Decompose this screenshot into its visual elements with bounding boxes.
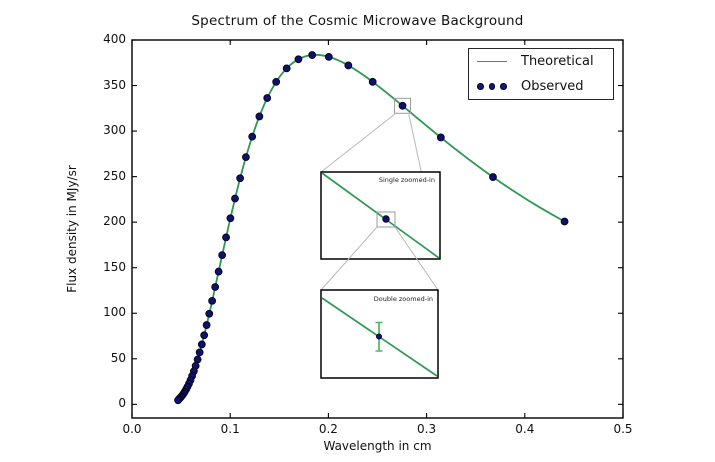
observed-point [324, 52, 333, 61]
connector-line [320, 226, 378, 291]
inset-single-curve [321, 172, 440, 259]
legend-dots-glyph [469, 83, 515, 90]
observed-point [308, 51, 317, 59]
observed-point [344, 61, 353, 70]
legend-entry-observed: Observed [469, 74, 613, 98]
observed-point [226, 214, 235, 223]
observed-point [222, 233, 230, 242]
observed-point [560, 217, 569, 226]
y-tick-label: 0 [118, 396, 126, 411]
observed-point [263, 94, 272, 102]
inset-single-label: Single zoomed-in [378, 176, 435, 184]
observed-point [242, 153, 250, 162]
y-tick-label: 250 [103, 168, 126, 183]
observed-point [231, 194, 239, 203]
x-tick-label: 0.2 [318, 422, 338, 436]
connector-line [320, 112, 397, 173]
observed-point [236, 174, 245, 183]
observed-point [208, 296, 217, 305]
y-tick-label: 50 [110, 350, 126, 365]
observed-point [205, 309, 214, 318]
observed-point [248, 132, 257, 141]
y-tick-label: 300 [103, 123, 126, 138]
x-tick-label: 0.5 [613, 422, 633, 436]
y-tick-label: 100 [103, 305, 126, 320]
observed-point [436, 133, 445, 142]
observed-point [197, 340, 206, 349]
y-axis-label: Flux density in MJy/sr [65, 165, 79, 293]
y-tick-label: 350 [103, 77, 126, 92]
observed-point [200, 331, 209, 340]
inset-double-label: Double zoomed-in [373, 295, 433, 303]
observed-point [368, 77, 377, 86]
legend-label-observed: Observed [521, 78, 584, 94]
observed-point [214, 267, 223, 276]
x-tick-label: 0.1 [220, 422, 240, 436]
y-tick-label: 200 [103, 214, 126, 229]
observed-point [202, 321, 211, 329]
observed-point [211, 283, 220, 291]
x-tick-label: 0.3 [417, 422, 437, 436]
zoom-indicator-box [394, 97, 412, 114]
legend-label-theoretical: Theoretical [521, 54, 594, 70]
x-tick-label: 0.0 [122, 422, 142, 436]
x-axis-label: Wavelength in cm [323, 439, 432, 453]
observed-point [195, 348, 204, 357]
legend-entry-theoretical: Theoretical [469, 50, 613, 74]
plot-border [131, 39, 624, 419]
x-tick-label: 0.4 [515, 422, 535, 436]
chart-title: Spectrum of the Cosmic Microwave Backgro… [191, 13, 524, 29]
inset-single-indicator-box [376, 211, 396, 228]
observed-point [282, 64, 291, 73]
observed-point [218, 251, 227, 260]
inset-single-point [382, 215, 390, 223]
legend-line-glyph [469, 61, 515, 63]
inset-double-point [375, 333, 382, 340]
y-tick-label: 150 [103, 259, 126, 274]
y-tick-label: 400 [103, 32, 126, 46]
connector-line [394, 226, 439, 291]
observed-point [255, 112, 264, 121]
observed-point [294, 55, 303, 64]
observed-point [489, 173, 497, 181]
legend: Theoretical Observed [468, 48, 614, 100]
observed-point [272, 77, 281, 86]
observed-point [193, 355, 202, 364]
observed-point [174, 396, 182, 405]
observed-point [398, 101, 407, 110]
